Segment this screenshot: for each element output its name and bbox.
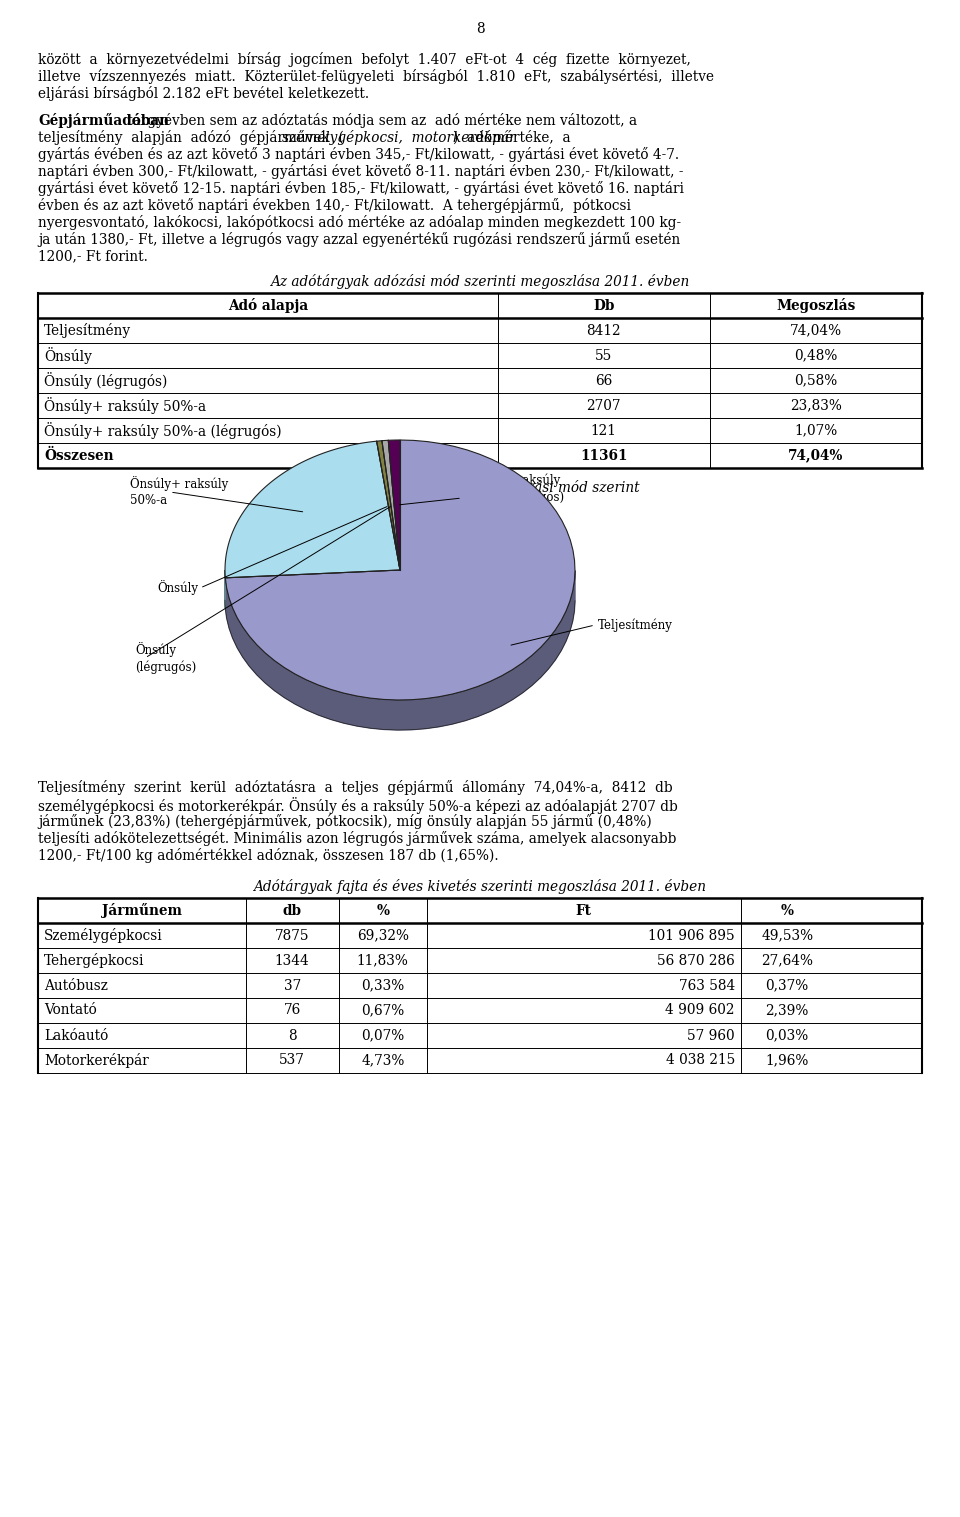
Text: 2707: 2707 (587, 399, 621, 413)
Text: naptári évben 300,- Ft/kilowatt, - gyártási évet követő 8-11. naptári évben 230,: naptári évben 300,- Ft/kilowatt, - gyárt… (38, 164, 684, 179)
Text: Önsúly (légrugós): Önsúly (légrugós) (44, 372, 167, 388)
Text: 537: 537 (279, 1053, 305, 1068)
Polygon shape (382, 440, 400, 570)
Text: 0,67%: 0,67% (361, 1004, 404, 1018)
Text: )  adómértéke,  a: ) adómértéke, a (453, 130, 571, 144)
Text: 1,96%: 1,96% (765, 1053, 809, 1068)
Text: Járműnem: Járműnem (102, 903, 181, 918)
Text: Teljesítmény  szerint  kerül  adóztatásra  a  teljes  gépjármű  állomány  74,04%: Teljesítmény szerint kerül adóztatásra a… (38, 780, 673, 795)
Text: Önsúly+ raksúly 50%-a: Önsúly+ raksúly 50%-a (44, 397, 206, 414)
Text: 74,04%: 74,04% (788, 449, 844, 463)
Text: 8: 8 (476, 23, 484, 36)
Text: Motorkerékpár: Motorkerékpár (44, 1053, 149, 1068)
Polygon shape (225, 441, 400, 578)
Text: 76: 76 (283, 1004, 300, 1018)
Text: Megoszlás: Megoszlás (777, 297, 855, 313)
Text: db: db (282, 904, 301, 918)
Text: Személygépkocsi: Személygépkocsi (44, 928, 163, 944)
Text: 66: 66 (595, 373, 612, 387)
Polygon shape (226, 570, 575, 730)
Text: 0,58%: 0,58% (794, 373, 837, 387)
Text: Összesen: Összesen (44, 449, 113, 463)
Text: személygépkocsi és motorkerékpár. Önsúly és a raksúly 50%-a képezi az adóalapját: személygépkocsi és motorkerékpár. Önsúly… (38, 796, 678, 815)
Text: 4 038 215: 4 038 215 (665, 1053, 734, 1068)
Text: Lakóautó: Lakóautó (44, 1029, 108, 1042)
Text: Adótárgyak fajta és éves kivetés szerinti megoszlása 2011. évben: Adótárgyak fajta és éves kivetés szerint… (253, 878, 707, 894)
Text: Autóbusz: Autóbusz (44, 978, 108, 992)
Text: Vontató: Vontató (44, 1004, 97, 1018)
Text: 69,32%: 69,32% (357, 928, 409, 942)
Text: 0,07%: 0,07% (361, 1029, 404, 1042)
Text: 2,39%: 2,39% (765, 1004, 809, 1018)
Text: 8412: 8412 (587, 323, 621, 337)
Text: teljesíti adókötelezettségét. Minimális azon légrugós járművek száma, amelyek al: teljesíti adókötelezettségét. Minimális … (38, 831, 677, 846)
Text: 11361: 11361 (580, 449, 628, 463)
Text: Teljesítmény: Teljesítmény (44, 323, 132, 338)
Polygon shape (376, 441, 400, 570)
Text: 4,73%: 4,73% (361, 1053, 404, 1068)
Text: 11,83%: 11,83% (357, 954, 409, 968)
Text: 74,04%: 74,04% (790, 323, 842, 337)
Text: 4 909 602: 4 909 602 (665, 1004, 734, 1018)
Text: 27,64%: 27,64% (761, 954, 813, 968)
Text: Ft: Ft (576, 904, 592, 918)
Text: 0,48%: 0,48% (794, 349, 838, 363)
Text: 1200,- Ft/100 kg adómértékkel adóznak, összesen 187 db (1,65%).: 1200,- Ft/100 kg adómértékkel adóznak, ö… (38, 848, 498, 863)
Text: 7875: 7875 (275, 928, 309, 942)
Text: 1200,- Ft forint.: 1200,- Ft forint. (38, 249, 148, 262)
Text: teljesítmény  alapján  adózó  gépjárművek  (: teljesítmény alapján adózó gépjárművek ( (38, 130, 344, 146)
Text: nyergesvontató, lakókocsi, lakópótkocsi adó mértéke az adóalap minden megkezdett: nyergesvontató, lakókocsi, lakópótkocsi … (38, 215, 682, 231)
Text: 121: 121 (590, 423, 616, 437)
Text: Db: Db (593, 299, 614, 313)
Text: Önsúly+ raksúly
50%-a: Önsúly+ raksúly 50%-a (130, 476, 228, 508)
Text: évben és az azt követő naptári években 140,- Ft/kilowatt.  A tehergépjármű,  pót: évben és az azt követő naptári években 1… (38, 199, 631, 212)
Text: ja után 1380,- Ft, illetve a légrugós vagy azzal egyenértékű rugózási rendszerű : ja után 1380,- Ft, illetve a légrugós va… (38, 232, 681, 247)
Text: tárgyévben sem az adóztatás módja sem az  adó mértéke nem változott, a: tárgyévben sem az adóztatás módja sem az… (123, 112, 637, 127)
Text: Tehergépkocsi: Tehergépkocsi (44, 953, 145, 968)
Text: 23,83%: 23,83% (790, 399, 842, 413)
Text: Teljesítmény: Teljesítmény (598, 619, 673, 631)
Text: járműnek (23,83%) (tehergépjárművek, pótkocsik), míg önsúly alapján 55 jármű (0,: járműnek (23,83%) (tehergépjárművek, pót… (38, 815, 652, 828)
Text: gyártás évében és az azt követő 3 naptári évben 345,- Ft/kilowatt, - gyártási év: gyártás évében és az azt követő 3 naptár… (38, 147, 679, 162)
Text: 49,53%: 49,53% (761, 928, 813, 942)
Text: 57 960: 57 960 (687, 1029, 734, 1042)
Text: 56 870 286: 56 870 286 (657, 954, 734, 968)
Text: eljárási bírságból 2.182 eFt bevétel keletkezett.: eljárási bírságból 2.182 eFt bevétel kel… (38, 86, 370, 102)
Text: 0,37%: 0,37% (765, 978, 809, 992)
Text: 0,33%: 0,33% (361, 978, 404, 992)
Text: 763 584: 763 584 (679, 978, 734, 992)
Text: Önsúly: Önsúly (157, 581, 198, 596)
Polygon shape (226, 440, 575, 699)
Text: Gépjárművek megoszlása adózási mód szerint: Gépjárművek megoszlása adózási mód szeri… (321, 479, 639, 495)
Text: Önsúly+ raksúly
50%-a (légrugós): Önsúly+ raksúly 50%-a (légrugós) (462, 472, 564, 504)
Text: Önsúly+ raksúly 50%-a (légrugós): Önsúly+ raksúly 50%-a (légrugós) (44, 422, 281, 438)
Text: 37: 37 (283, 978, 300, 992)
Polygon shape (388, 440, 400, 570)
Text: 1344: 1344 (275, 954, 309, 968)
Text: 8: 8 (288, 1029, 297, 1042)
Text: %: % (780, 904, 794, 918)
Text: Gépjárműadóban: Gépjárműadóban (38, 112, 169, 127)
Text: %: % (376, 904, 389, 918)
Text: Adó alapja: Adó alapja (228, 297, 308, 313)
Text: 55: 55 (595, 349, 612, 363)
Text: Az adótárgyak adózási mód szerinti megoszlása 2011. évben: Az adótárgyak adózási mód szerinti megos… (271, 275, 689, 290)
Text: Önsúly: Önsúly (44, 347, 92, 364)
Text: 101 906 895: 101 906 895 (648, 928, 734, 942)
Text: illetve  vízszennyezés  miatt.  Közterület-felügyeleti  bírságból  1.810  eFt,  : illetve vízszennyezés miatt. Közterület-… (38, 68, 714, 83)
Text: Önsúly
(légrugós): Önsúly (légrugós) (135, 642, 196, 674)
Text: között  a  környezetvédelmi  bírság  jogcímen  befolyt  1.407  eFt-ot  4  cég  f: között a környezetvédelmi bírság jogcíme… (38, 52, 691, 67)
Text: 0,03%: 0,03% (765, 1029, 809, 1042)
Text: 1,07%: 1,07% (794, 423, 837, 437)
Text: személygépkocsi,  motorkerékpár: személygépkocsi, motorkerékpár (281, 130, 516, 146)
Text: gyártási évet követő 12-15. naptári évben 185,- Ft/kilowatt, - gyártási évet köv: gyártási évet követő 12-15. naptári évbe… (38, 181, 684, 196)
